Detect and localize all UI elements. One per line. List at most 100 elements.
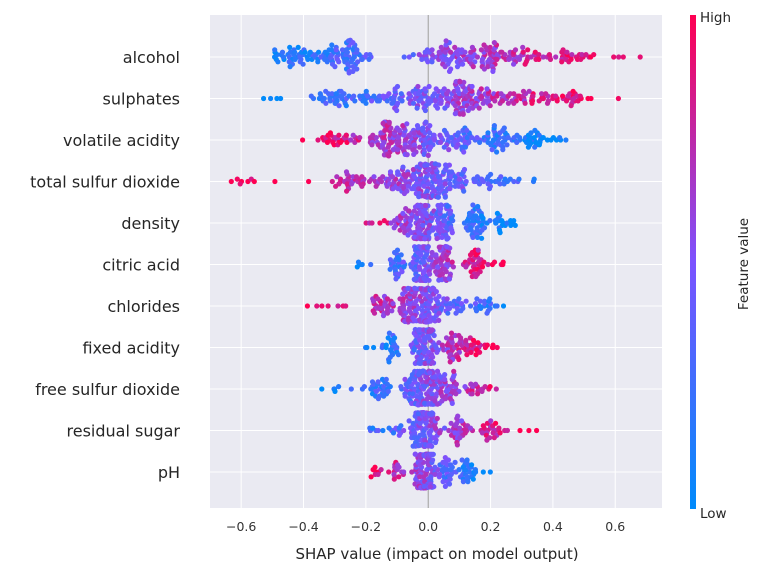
shap-point bbox=[448, 56, 454, 63]
shap-point bbox=[383, 342, 389, 348]
shap-point bbox=[380, 120, 386, 126]
shap-point bbox=[478, 86, 484, 92]
shap-point bbox=[411, 276, 417, 282]
shap-point bbox=[460, 111, 466, 117]
shap-point bbox=[453, 381, 459, 387]
feature-labels: alcohol sulphates volatile acidity total su… bbox=[30, 48, 180, 482]
shap-point bbox=[442, 181, 448, 187]
shap-point bbox=[540, 135, 546, 141]
shap-point bbox=[448, 420, 454, 426]
shap-point bbox=[332, 388, 338, 394]
shap-point bbox=[410, 166, 416, 173]
shap-point bbox=[448, 335, 455, 341]
shap-point bbox=[522, 100, 528, 106]
shap-point bbox=[349, 181, 355, 187]
shap-point bbox=[314, 303, 320, 309]
shap-point bbox=[376, 93, 383, 99]
shap-point bbox=[404, 152, 410, 158]
shap-point bbox=[375, 379, 381, 385]
shap-point bbox=[428, 98, 434, 104]
shap-point bbox=[429, 327, 435, 333]
shap-point bbox=[411, 186, 417, 192]
shap-point bbox=[228, 178, 234, 185]
shap-point bbox=[447, 181, 453, 187]
shap-point bbox=[536, 98, 542, 104]
shap-point bbox=[465, 107, 471, 114]
shap-point bbox=[516, 93, 522, 99]
shap-point bbox=[475, 391, 481, 397]
shap-point bbox=[339, 47, 346, 53]
shap-point bbox=[292, 49, 298, 55]
shap-point bbox=[421, 259, 427, 265]
shap-point bbox=[420, 125, 426, 131]
shap-point bbox=[272, 178, 278, 185]
shap-point bbox=[393, 276, 399, 282]
shap-point bbox=[427, 318, 434, 324]
shap-point bbox=[278, 95, 284, 102]
shap-point bbox=[329, 91, 335, 97]
shap-point bbox=[392, 335, 398, 341]
feature-label: residual sugar bbox=[67, 422, 181, 441]
shap-point bbox=[337, 139, 344, 145]
shap-point bbox=[416, 202, 422, 209]
shap-point bbox=[375, 296, 381, 302]
shap-point bbox=[352, 98, 358, 104]
shap-point bbox=[448, 462, 454, 468]
shap-point bbox=[443, 269, 449, 275]
shap-point bbox=[544, 137, 551, 143]
shap-point bbox=[390, 147, 396, 153]
shap-point bbox=[449, 230, 455, 236]
shap-point bbox=[464, 127, 470, 133]
shap-point bbox=[511, 100, 517, 106]
shap-point bbox=[467, 469, 473, 475]
shap-point bbox=[447, 301, 453, 307]
shap-point bbox=[531, 176, 537, 182]
shap-point bbox=[452, 459, 458, 465]
shap-point bbox=[484, 86, 490, 92]
shap-point bbox=[395, 352, 401, 358]
shap-point bbox=[366, 56, 372, 63]
shap-point bbox=[485, 64, 491, 70]
shap-point bbox=[425, 181, 431, 187]
shap-point bbox=[421, 276, 427, 282]
shap-point bbox=[505, 100, 511, 106]
shap-point bbox=[396, 474, 402, 480]
shap-point bbox=[427, 166, 433, 173]
shap-point bbox=[456, 176, 463, 182]
shap-point bbox=[441, 127, 448, 133]
shap-point bbox=[456, 356, 462, 363]
shap-point bbox=[459, 418, 465, 424]
shap-point bbox=[444, 244, 450, 250]
shap-point bbox=[462, 49, 468, 55]
shap-point bbox=[480, 423, 486, 429]
shap-point bbox=[429, 59, 435, 65]
shap-point bbox=[386, 91, 392, 97]
shap-point bbox=[319, 386, 325, 392]
shap-point bbox=[514, 139, 520, 145]
shap-point bbox=[295, 44, 301, 51]
shap-point bbox=[417, 249, 423, 256]
shap-point bbox=[437, 430, 443, 436]
shap-point bbox=[493, 386, 499, 392]
shap-point bbox=[387, 266, 393, 272]
shap-point bbox=[469, 391, 475, 397]
shap-point bbox=[410, 100, 417, 106]
shap-point bbox=[395, 169, 401, 175]
shap-point bbox=[442, 372, 448, 378]
shap-point bbox=[540, 95, 547, 102]
shap-point bbox=[396, 127, 402, 133]
shap-point bbox=[579, 52, 585, 58]
shap-point bbox=[336, 384, 342, 390]
shap-point bbox=[378, 178, 385, 185]
shap-point bbox=[440, 479, 446, 485]
shap-point bbox=[525, 144, 532, 150]
shap-point bbox=[381, 393, 387, 399]
shap-point bbox=[435, 194, 441, 200]
shap-point bbox=[369, 379, 376, 385]
shap-point bbox=[446, 147, 452, 153]
shap-point bbox=[419, 56, 425, 63]
shap-point bbox=[487, 469, 493, 475]
shap-point bbox=[461, 166, 468, 173]
shap-point bbox=[446, 481, 453, 487]
shap-point bbox=[359, 261, 365, 268]
